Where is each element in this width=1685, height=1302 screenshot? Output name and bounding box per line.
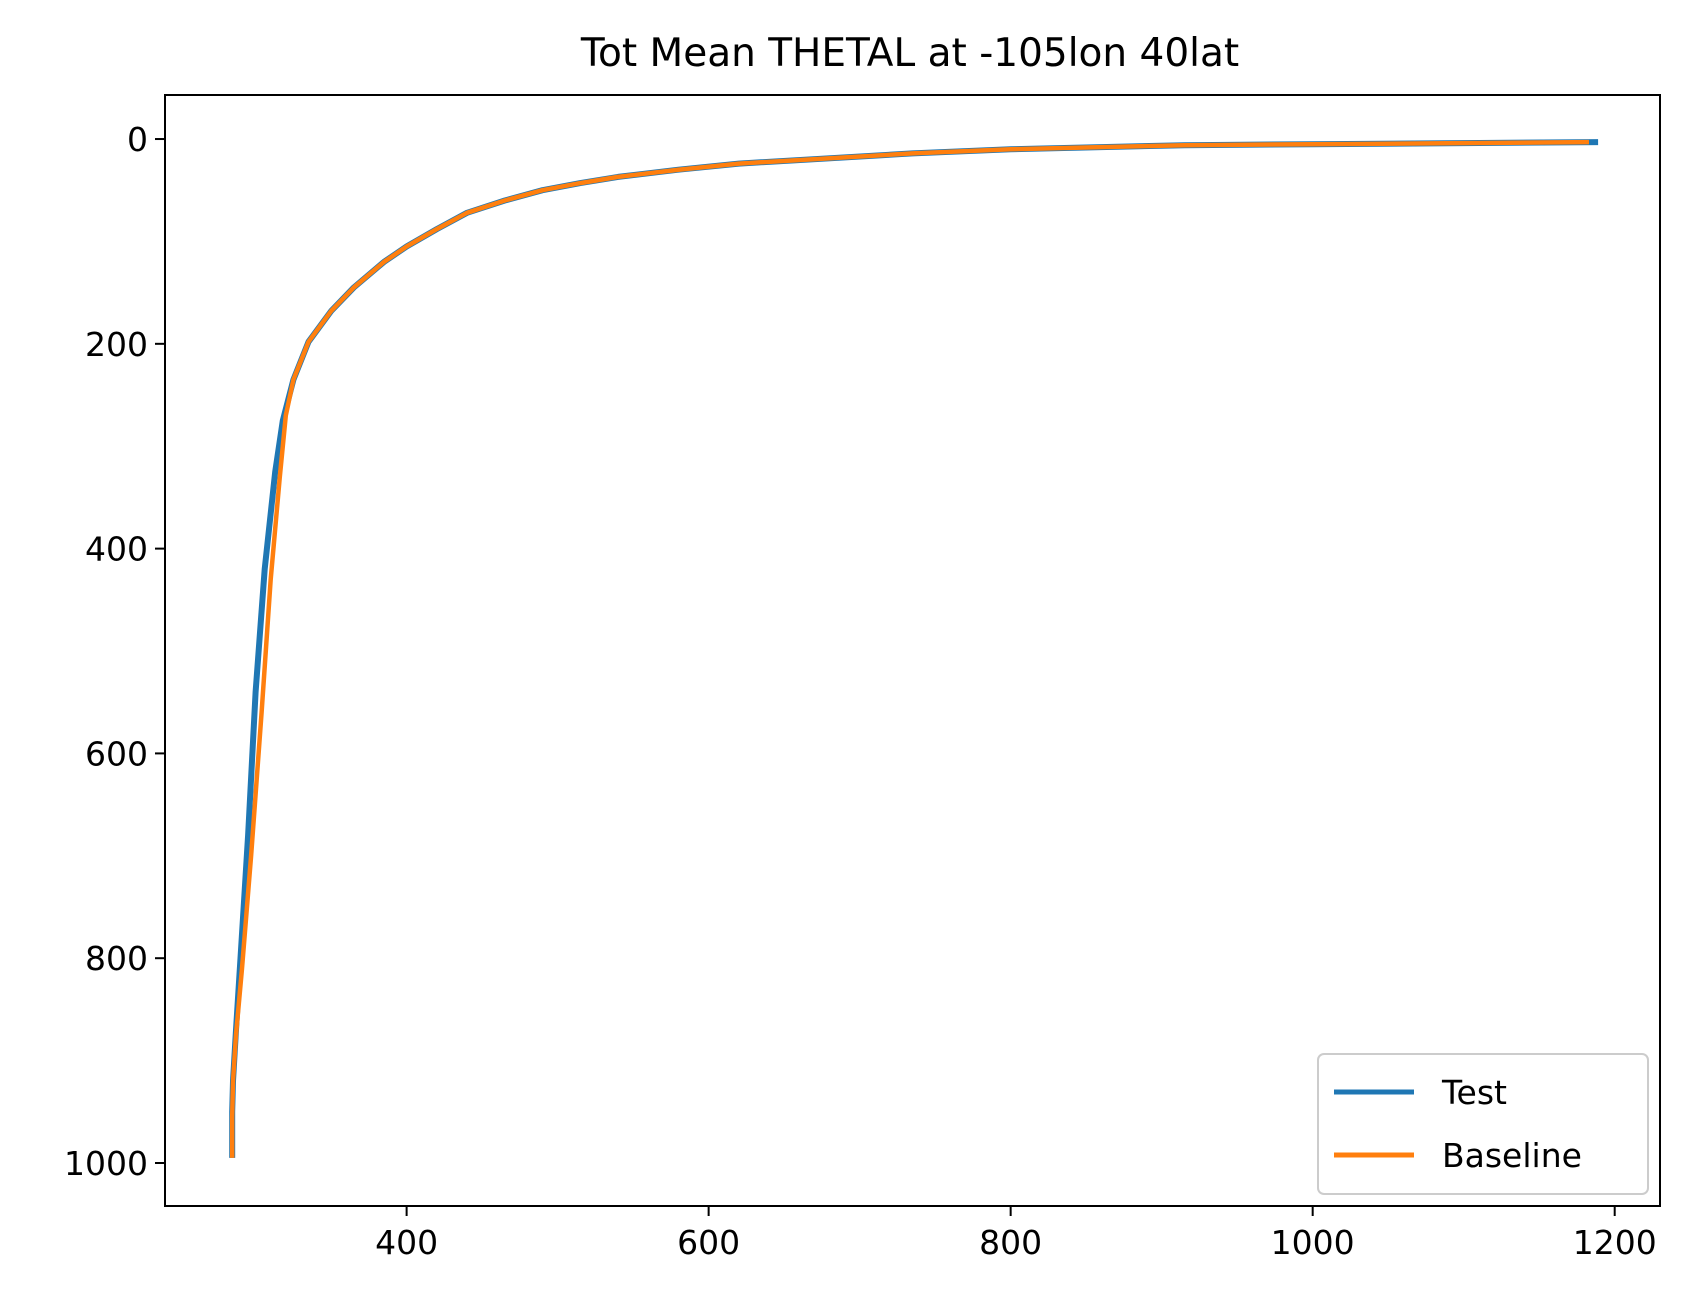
x-tick-label: 1200 [1573, 1223, 1657, 1262]
legend: Test Baseline [1317, 1053, 1649, 1195]
x-tick-label: 800 [979, 1223, 1042, 1262]
chart-title: Tot Mean THETAL at -105lon 40lat [580, 31, 1239, 76]
x-tick-label: 1000 [1271, 1223, 1355, 1262]
plot-frame [164, 94, 1661, 1207]
x-tick-label: 400 [375, 1223, 438, 1262]
legend-box [1317, 1053, 1649, 1195]
legend-label-baseline: Baseline [1442, 1136, 1582, 1175]
axes-layer: 400 600 800 1000 1200 0 200 400 600 800 1000 [64, 94, 1661, 1262]
y-tick-label: 800 [85, 939, 148, 978]
series-line-test [229, 139, 1599, 1158]
legend-label-test: Test [1441, 1073, 1507, 1112]
y-tick-label: 600 [85, 734, 148, 773]
series-layer [229, 139, 1599, 1158]
y-tick-label: 0 [127, 120, 148, 159]
x-tick-label: 600 [677, 1223, 740, 1262]
y-tick-label: 200 [85, 325, 148, 364]
y-tick-label: 400 [85, 530, 148, 569]
y-tick-label: 1000 [64, 1144, 148, 1183]
series-line-baseline [229, 139, 1590, 1158]
